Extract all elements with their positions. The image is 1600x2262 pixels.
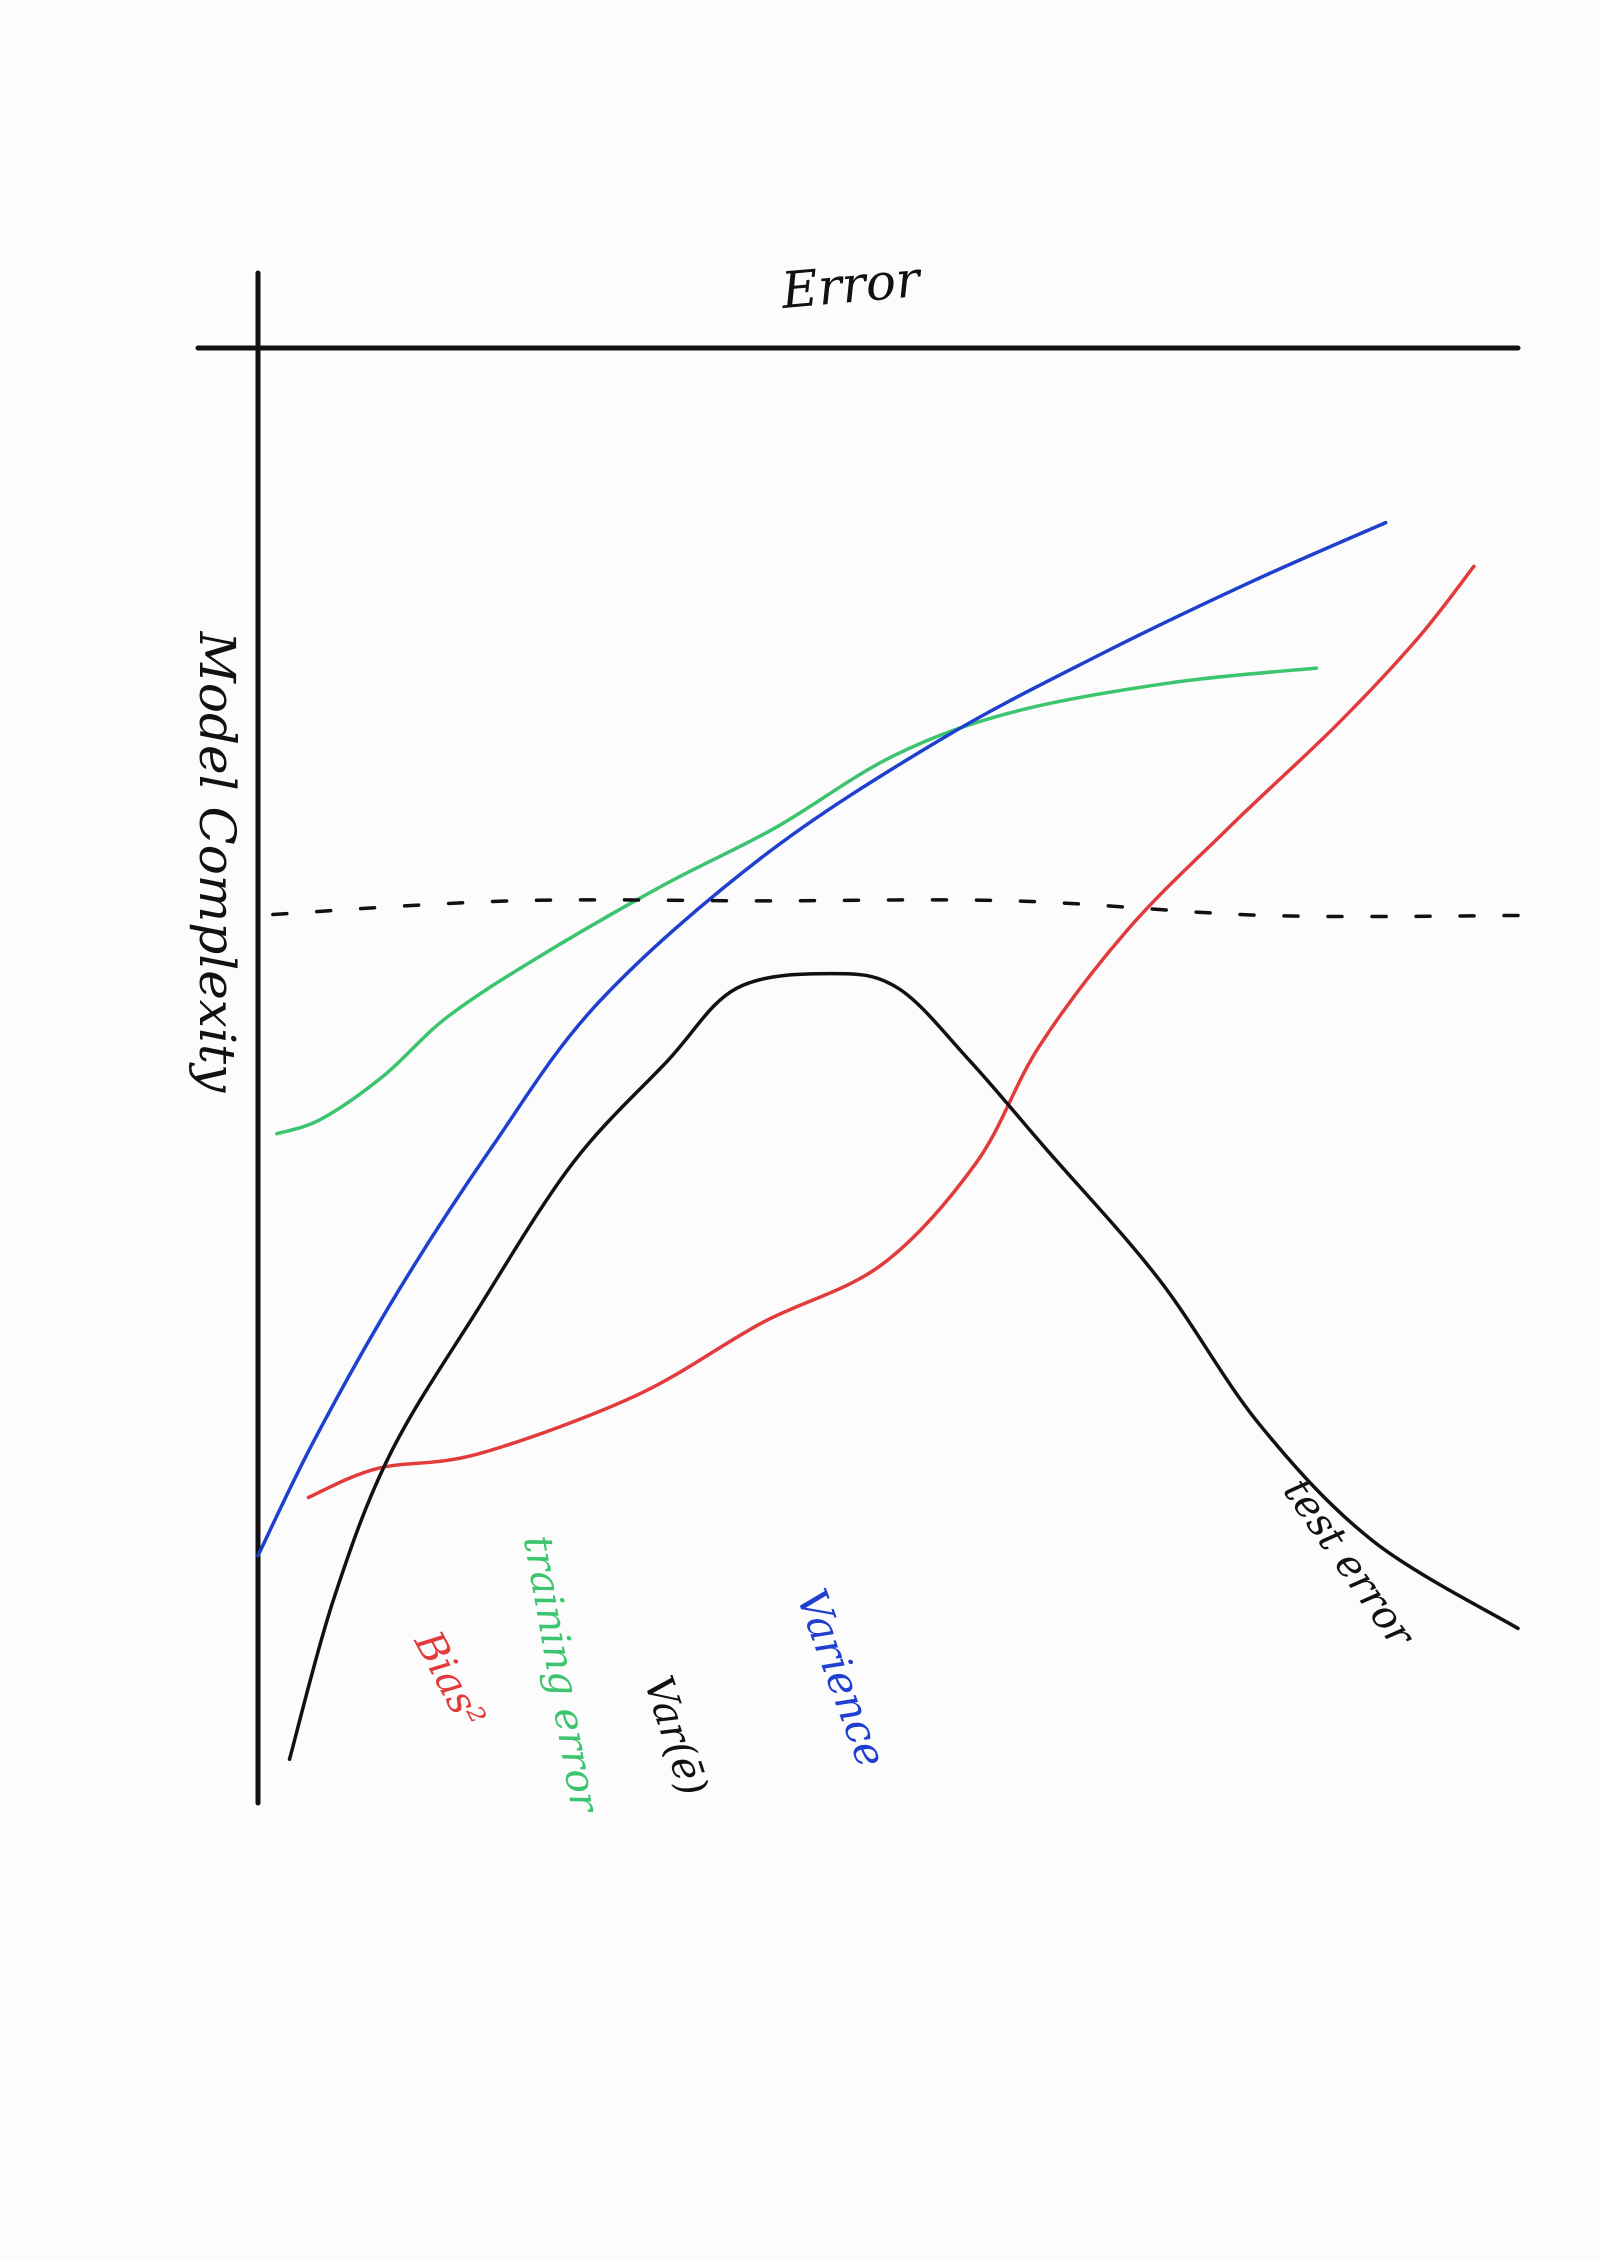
series-line-bias — [306, 564, 1476, 1500]
series-label-training-error: training error — [514, 1532, 608, 1818]
series-line-varience — [256, 520, 1388, 1558]
series-line-var — [256, 898, 1520, 919]
series-layer — [256, 520, 1520, 1762]
series-label-bias: Bias² — [405, 1623, 494, 1736]
series-label-varience: Varience — [787, 1583, 896, 1774]
x-axis-title: Error — [778, 250, 925, 320]
series-label-var-e: Var(ē) — [634, 1670, 716, 1801]
y-axis-title: Model Complexity — [188, 631, 246, 1093]
series-line-test-error — [287, 971, 1520, 1762]
series-line-training-error — [275, 666, 1319, 1136]
